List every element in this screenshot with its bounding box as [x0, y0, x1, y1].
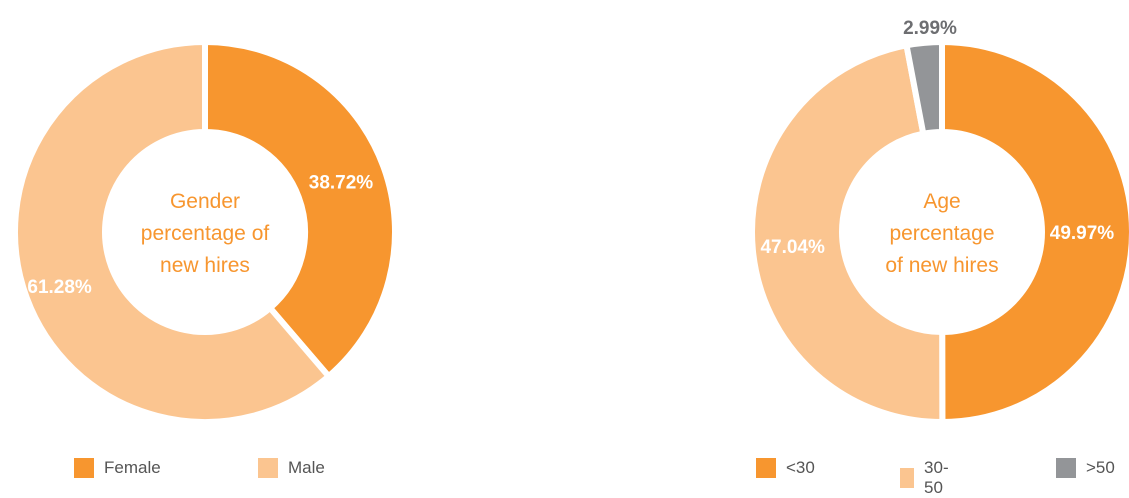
age-legend-item-1: 30-50 — [900, 458, 955, 498]
age-value-label-2: 2.99% — [903, 18, 957, 39]
age-donut-chart: 49.97% 47.04% 2.99% Age percentage of new hir… — [720, 0, 1129, 497]
age-legend-item-0: <30 — [756, 458, 815, 478]
age-legend-swatch-1 — [900, 468, 915, 488]
age-legend-swatch-2 — [1056, 458, 1076, 478]
gender-legend-label-0: Female — [104, 458, 161, 477]
age-slice-2 — [903, 38, 945, 138]
gender-title-line-1: percentage of — [141, 222, 270, 245]
age-legend-label-2: >50 — [1086, 458, 1115, 477]
gender-slice-1 — [12, 38, 333, 425]
age-legend-label-1: 30-50 — [924, 458, 949, 497]
gender-value-label-1: 61.28% — [27, 277, 92, 298]
age-title-line-2: of new hires — [885, 254, 998, 277]
gender-legend-item-0: Female — [74, 458, 161, 478]
gender-title-line-2: new hires — [160, 254, 250, 277]
gender-legend-item-1: Male — [258, 458, 325, 478]
age-slice-0 — [939, 38, 1129, 426]
gender-legend-swatch-0 — [74, 458, 94, 478]
gender-legend-label-1: Male — [288, 458, 325, 477]
gender-slice-0 — [202, 38, 398, 381]
gender-donut-chart: 38.72% 61.28% Gender percentage of new hires… — [0, 0, 420, 484]
gender-value-label-0: 38.72% — [309, 173, 374, 194]
gender-donut-svg: 38.72% 61.28% Gender percentage of new hires — [12, 38, 398, 425]
age-slice-1 — [749, 41, 946, 426]
age-value-label-1: 47.04% — [760, 237, 825, 258]
age-legend-label-0: <30 — [786, 458, 815, 477]
gender-title-line-0: Gender — [170, 190, 240, 213]
gender-legend-swatch-1 — [258, 458, 278, 478]
age-title-line-1: percentage — [889, 222, 994, 245]
age-legend-swatch-0 — [756, 458, 776, 478]
age-legend-item-2: >50 — [1056, 458, 1115, 478]
age-donut-svg: 49.97% 47.04% 2.99% Age percentage of new hir… — [749, 18, 1129, 426]
age-title-line-0: Age — [923, 190, 960, 213]
age-value-label-0: 49.97% — [1050, 223, 1115, 244]
